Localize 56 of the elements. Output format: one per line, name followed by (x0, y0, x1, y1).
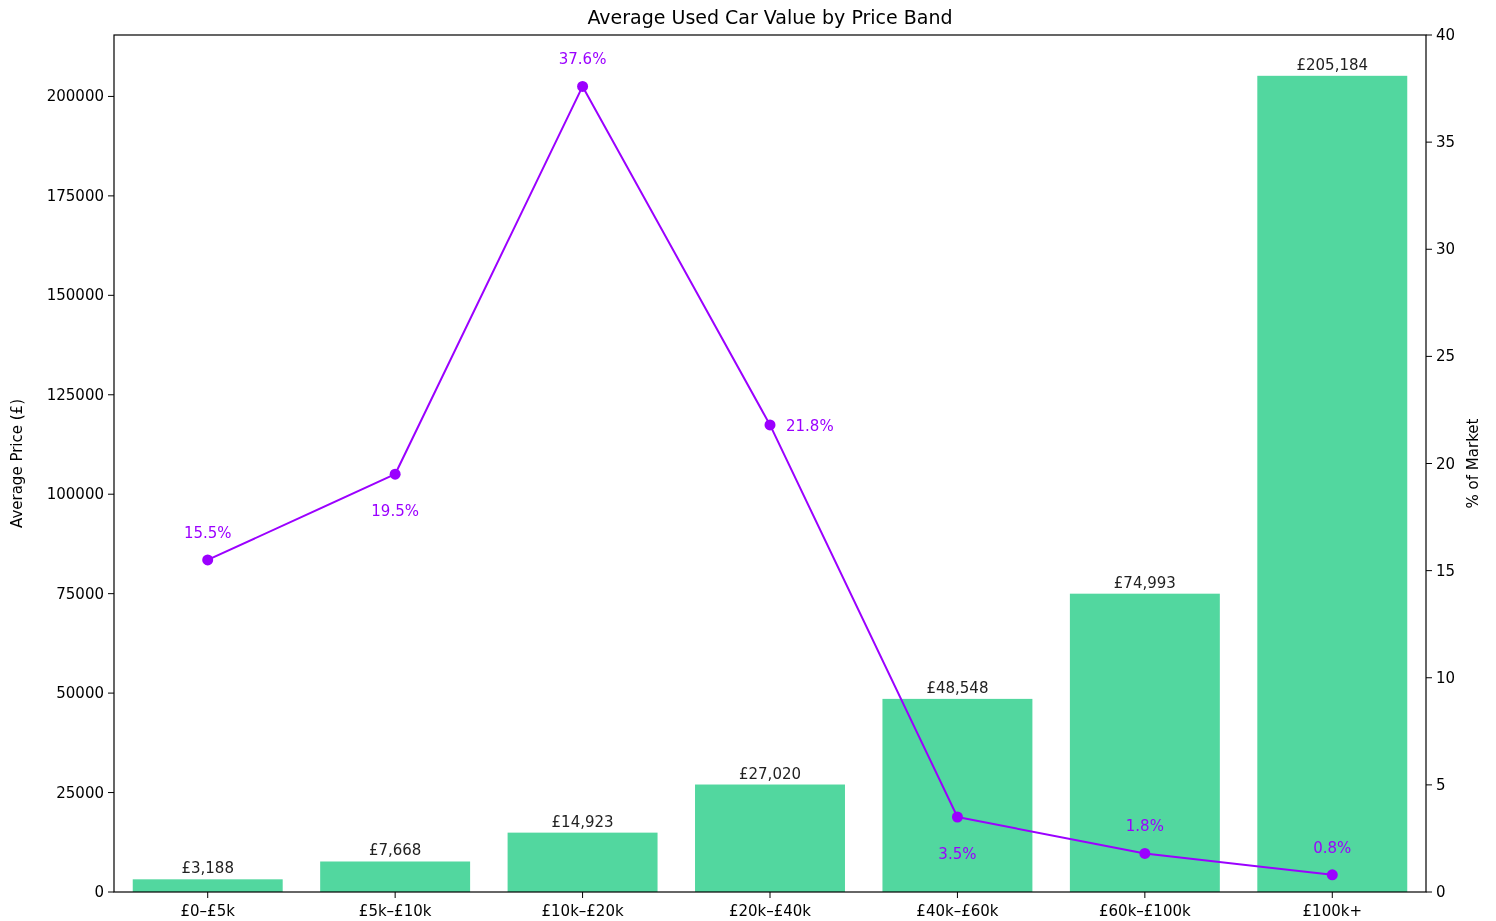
x-tick-label: £0–£5k (180, 902, 236, 920)
bar (132, 879, 283, 892)
data-label: 1.8% (1125, 817, 1164, 836)
bar (1069, 593, 1220, 892)
data-label: 37.6% (558, 50, 607, 69)
bar (1257, 75, 1408, 892)
x-tick-label: £5k–£10k (358, 902, 432, 920)
data-label: 19.5% (371, 502, 419, 521)
point (764, 419, 776, 431)
y2-tick-label: 25 (1436, 347, 1456, 366)
y-tick-label: 75000 (56, 584, 104, 603)
data-label: 3.5% (938, 845, 977, 864)
data-label: £74,993 (1113, 573, 1176, 592)
y-axis-title: Average Price (£) (8, 399, 26, 528)
y-tick-label: 50000 (56, 684, 104, 703)
point (577, 80, 589, 92)
y2-tick-label: 5 (1436, 775, 1446, 794)
y2-tick-label: 40 (1436, 26, 1456, 44)
point (951, 811, 963, 823)
y-tick-label: 0 (94, 883, 104, 901)
point (202, 554, 214, 566)
bar (320, 861, 471, 892)
y2-tick-label: 35 (1436, 133, 1456, 152)
x-tick-label: £60k–£100k (1099, 902, 1191, 920)
data-label: £205,184 (1296, 55, 1369, 74)
point (1326, 869, 1338, 881)
bar (507, 832, 658, 892)
bar (695, 784, 845, 892)
point (1139, 847, 1151, 859)
data-label: £14,923 (551, 812, 614, 831)
data-label: 21.8% (786, 416, 834, 435)
point (389, 468, 401, 480)
y2-tick-label: 10 (1436, 668, 1456, 687)
chart-title: Average Used Car Value by Price Band (587, 6, 953, 28)
data-label: £27,020 (738, 764, 802, 783)
data-label: £3,188 (181, 859, 234, 878)
y-tick-label: 100000 (46, 485, 104, 504)
y2-tick-label: 0 (1436, 883, 1446, 901)
x-tick-label: £100k+ (1302, 902, 1362, 920)
y2-tick-label: 20 (1436, 454, 1456, 473)
data-label: 15.5% (183, 523, 232, 542)
x-tick-label: £20k–£40k (728, 902, 812, 920)
y-tick-label: 175000 (46, 186, 104, 205)
y2-tick-label: 30 (1436, 240, 1456, 259)
data-label: £7,668 (368, 841, 422, 860)
y-tick-label: 150000 (46, 286, 104, 305)
bar (882, 698, 1033, 892)
y2-tick-label: 15 (1436, 561, 1456, 580)
data-label: 0.8% (1313, 838, 1352, 857)
x-tick-label: £40k–£60k (916, 902, 999, 920)
y-tick-label: 125000 (46, 385, 104, 404)
x-tick-label: £10k–£20k (541, 902, 624, 920)
y-tick-label: 25000 (56, 783, 104, 802)
y-tick-label: 200000 (46, 87, 104, 106)
data-label: £48,548 (926, 678, 989, 697)
y2-axis-title: % of Market (1464, 418, 1482, 509)
